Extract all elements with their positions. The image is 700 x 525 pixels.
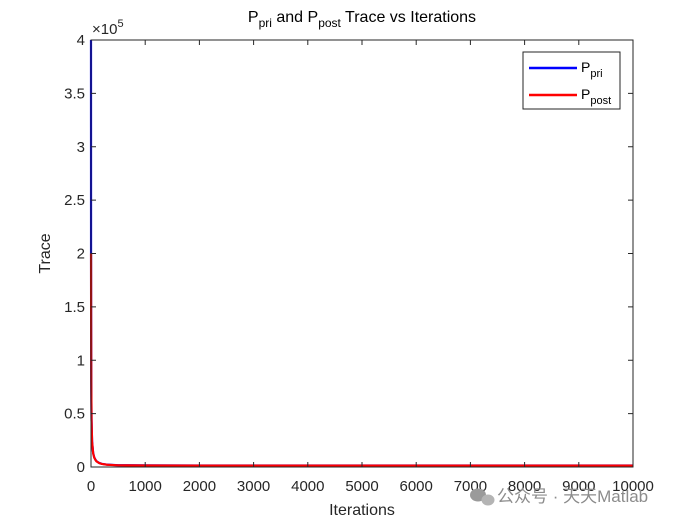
y-tick-label: 4 bbox=[77, 32, 85, 49]
text-part: P bbox=[581, 86, 590, 102]
subscript-text: post bbox=[590, 95, 611, 107]
y-tick-label: 0.5 bbox=[64, 406, 85, 423]
text-part: Trace vs Iterations bbox=[341, 9, 476, 26]
y-tick-label: 2.5 bbox=[64, 192, 85, 209]
subscript-text: pri bbox=[590, 68, 602, 80]
text-part: P bbox=[248, 9, 259, 26]
y-tick-label: 1 bbox=[77, 352, 85, 369]
subscript-text: pri bbox=[259, 16, 272, 30]
y-tick-label: 0 bbox=[77, 459, 85, 476]
y-tick-label: 2 bbox=[77, 246, 85, 263]
y-tick-label: 3 bbox=[77, 139, 85, 156]
y-tick-label: 3.5 bbox=[64, 85, 85, 102]
y-exponent-power: 5 bbox=[117, 18, 123, 30]
watermark-text: 公众号 · 天天Matlab bbox=[497, 487, 648, 506]
text-part: and P bbox=[272, 9, 318, 26]
x-tick-label: 2000 bbox=[183, 478, 216, 495]
x-axis-label: Iterations bbox=[329, 502, 395, 519]
y-exponent-base: ×10 bbox=[92, 21, 117, 38]
subscript-text: post bbox=[318, 16, 341, 30]
x-tick-label: 5000 bbox=[345, 478, 378, 495]
text-part: P bbox=[581, 59, 590, 75]
y-axis-label: Trace bbox=[37, 233, 54, 273]
x-tick-label: 0 bbox=[87, 478, 95, 495]
x-tick-label: 3000 bbox=[237, 478, 270, 495]
x-tick-label: 1000 bbox=[129, 478, 162, 495]
x-tick-label: 4000 bbox=[291, 478, 324, 495]
y-tick-label: 1.5 bbox=[64, 299, 85, 316]
x-tick-label: 6000 bbox=[400, 478, 433, 495]
watermark: 公众号 · 天天Matlab bbox=[470, 487, 648, 506]
